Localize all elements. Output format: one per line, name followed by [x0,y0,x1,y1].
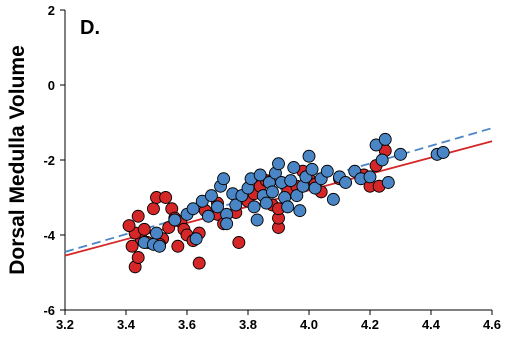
red-point [192,256,206,270]
blue-point [378,132,392,146]
blue-point [189,232,203,246]
x-tick-label: 4.2 [361,317,379,332]
blue-point [186,202,200,216]
red-point [232,236,246,249]
x-tick-label: 4.4 [422,317,441,332]
blue-point [284,174,298,188]
blue-point [220,217,234,231]
blue-point [394,147,407,161]
blue-point [153,239,167,253]
axis-ticks: 3.2 3.4 3.6 3.8 4.0 4.2 4.4 4.6 -6 -4 -2 0 2 [43,3,501,332]
blue-point [308,181,322,195]
x-tick-label: 3.4 [117,317,136,332]
blue-point [302,149,316,163]
blue-point [204,189,218,203]
blue-point [168,213,182,227]
blue-point [265,185,279,199]
red-point [159,191,173,204]
blue-point [281,200,295,214]
blue-point [305,162,319,176]
blue-point [293,204,307,218]
blue-point [250,213,264,227]
red-point [131,209,145,223]
x-tick-label: 3.6 [178,317,196,332]
data-points [122,132,450,274]
red-point [146,202,160,216]
blue-point [287,161,301,174]
blue-point [229,198,243,212]
blue-point [381,176,395,189]
x-tick-label: 4.6 [483,317,501,332]
blue-point [363,170,377,184]
blue-point [201,209,215,223]
blue-point [253,168,267,182]
panel-label: D. [80,17,100,39]
red-point [171,239,185,253]
blue-point [290,189,304,203]
blue-point [259,196,273,210]
blue-point [375,153,389,167]
blue-point [217,172,231,186]
blue-point [272,157,285,171]
y-axis-title: Dorsal Medulla Volume [6,45,29,275]
x-tick-label: 3.8 [239,317,257,332]
x-tick-label: 4.0 [300,317,318,332]
x-tick-label: 3.2 [56,317,74,332]
red-point [125,239,139,253]
y-tick-label: 0 [48,78,55,93]
red-point [137,222,151,236]
y-tick-label: -4 [43,228,55,243]
blue-point [211,200,224,214]
red-point [122,219,136,233]
y-tick-label: -2 [43,153,55,168]
blue-point [436,146,450,159]
blue-point [150,226,163,240]
red-point [131,251,145,264]
y-tick-label: -6 [43,303,55,318]
blue-point [247,200,261,214]
blue-point [326,192,340,206]
blue-point [320,164,334,178]
blue-point [339,176,353,189]
y-tick-label: 2 [48,3,55,18]
